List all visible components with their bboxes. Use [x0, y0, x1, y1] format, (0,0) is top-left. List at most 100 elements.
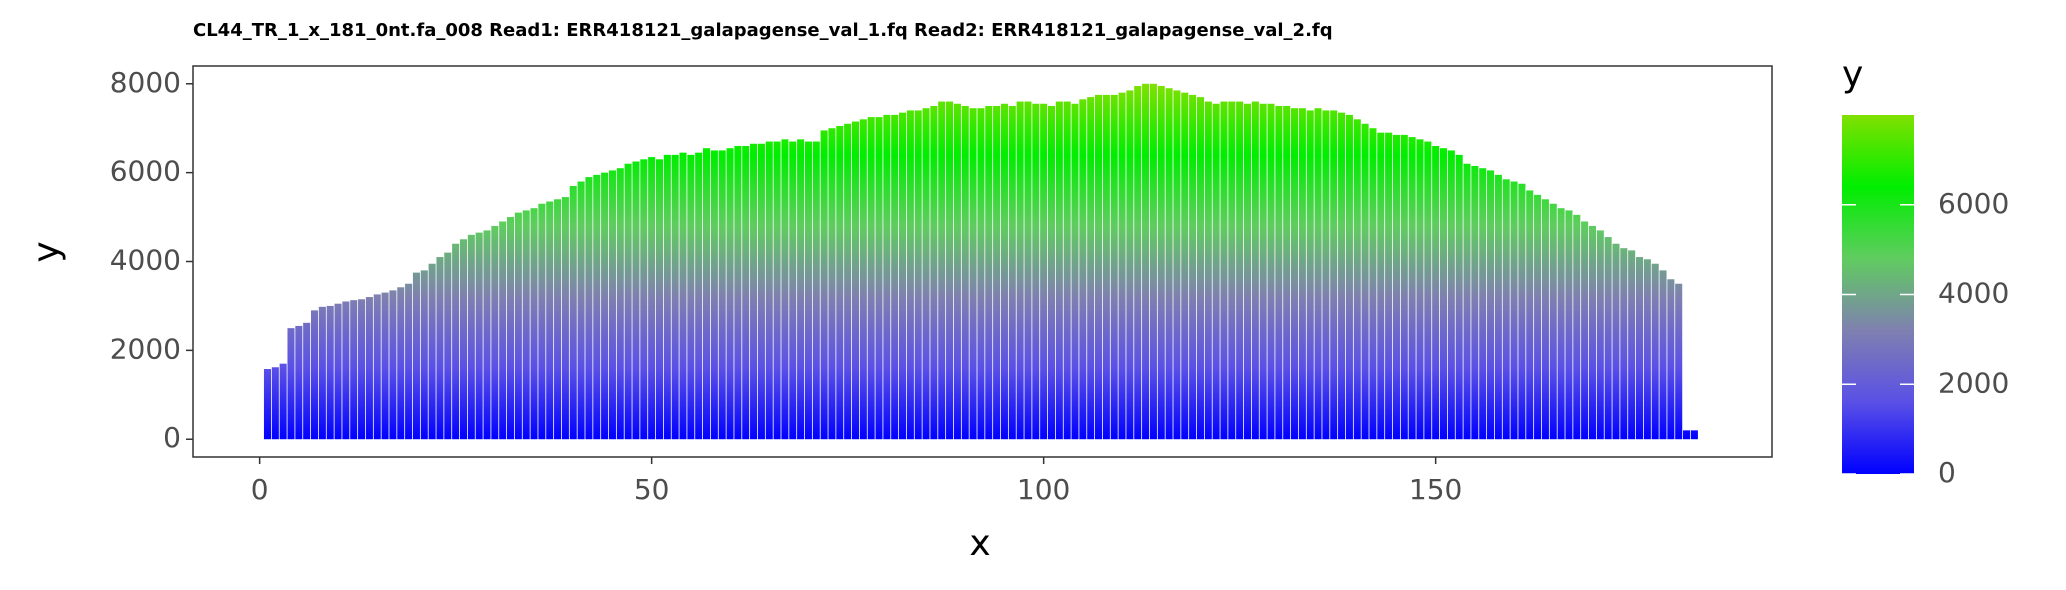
bar: [1275, 105, 1283, 440]
bar: [812, 141, 820, 440]
bar: [1549, 203, 1557, 440]
bar: [1306, 110, 1314, 440]
bar: [953, 103, 961, 440]
bar: [1267, 103, 1275, 440]
bar: [506, 217, 515, 440]
bar: [499, 221, 507, 440]
bar: [1471, 165, 1479, 440]
bar: [906, 110, 914, 440]
bar: [1439, 148, 1448, 440]
bar: [1338, 112, 1346, 440]
bar: [1212, 103, 1220, 440]
bar: [1565, 210, 1573, 440]
bar: [1620, 248, 1628, 440]
bar: [397, 287, 405, 440]
bar: [1110, 94, 1118, 440]
bar: [710, 150, 718, 440]
bar: [554, 199, 562, 440]
bar: [1126, 90, 1134, 440]
bar: [1392, 134, 1400, 440]
bar: [303, 322, 311, 440]
bar: [1416, 139, 1424, 440]
x-tick-label: 150: [1409, 473, 1462, 506]
bar: [1596, 230, 1604, 440]
bar: [608, 170, 616, 440]
bar: [1432, 145, 1440, 440]
bar: [828, 128, 836, 440]
colorbar-label: 4000: [1938, 277, 2009, 310]
bar: [844, 123, 852, 440]
chart-title: CL44_TR_1_x_181_0nt.fa_008 Read1: ERR418…: [193, 20, 1333, 41]
bar: [1455, 154, 1463, 440]
bar: [1283, 105, 1291, 440]
bar: [1228, 101, 1236, 440]
bar: [836, 125, 844, 440]
bar: [1604, 237, 1612, 440]
bar: [1095, 94, 1103, 440]
bar: [295, 325, 303, 440]
bar: [491, 225, 499, 440]
bar: [585, 177, 593, 440]
bar: [1526, 190, 1534, 440]
bar: [514, 212, 522, 440]
bar: [1251, 101, 1259, 440]
bar: [946, 101, 954, 440]
y-tick-label: 0: [163, 421, 181, 454]
bar: [899, 112, 907, 440]
bar: [522, 210, 530, 440]
bar: [1502, 179, 1510, 440]
bar: [867, 117, 875, 440]
bar: [569, 185, 577, 440]
bar: [452, 243, 460, 440]
bar: [334, 303, 342, 440]
bar: [1581, 221, 1589, 440]
bar: [914, 110, 922, 440]
bar: [601, 172, 609, 440]
bar: [663, 154, 671, 440]
bar: [875, 117, 883, 440]
bar: [475, 232, 483, 440]
bar: [1149, 83, 1157, 440]
bar: [1377, 132, 1385, 440]
bar: [373, 294, 381, 440]
bar: [1361, 123, 1369, 440]
bar: [679, 152, 687, 440]
bar: [459, 239, 468, 440]
bar: [287, 328, 295, 440]
bar: [1196, 97, 1204, 440]
bar: [389, 290, 397, 440]
colorbar-label: 6000: [1938, 187, 2009, 220]
bar: [718, 150, 726, 440]
y-tick-label: 2000: [110, 332, 181, 365]
bar: [655, 159, 664, 440]
bar: [405, 283, 413, 440]
bar: [1102, 94, 1110, 440]
bar: [365, 297, 373, 440]
bar: [891, 114, 899, 440]
bar: [1534, 194, 1542, 440]
x-tick-label: 0: [251, 473, 269, 506]
bar: [467, 234, 475, 440]
bar: [742, 145, 750, 440]
bar: [1675, 283, 1683, 440]
bar: [969, 108, 977, 440]
bar: [1667, 279, 1675, 440]
bar: [804, 141, 812, 440]
bar: [640, 159, 648, 440]
bar: [632, 161, 640, 440]
bar: [1165, 88, 1173, 440]
bar: [922, 108, 930, 440]
bar: [1298, 108, 1306, 440]
bar: [1690, 430, 1698, 440]
bar: [1008, 105, 1016, 440]
y-tick-label: 8000: [110, 66, 181, 99]
bar: [412, 272, 420, 440]
bar: [985, 105, 993, 440]
bar: [1189, 94, 1197, 440]
bar: [1016, 101, 1024, 440]
y-tick-label: 4000: [110, 244, 181, 277]
bar: [1220, 101, 1228, 440]
bar: [1369, 128, 1377, 440]
bar: [797, 139, 805, 440]
bar: [1463, 163, 1471, 440]
